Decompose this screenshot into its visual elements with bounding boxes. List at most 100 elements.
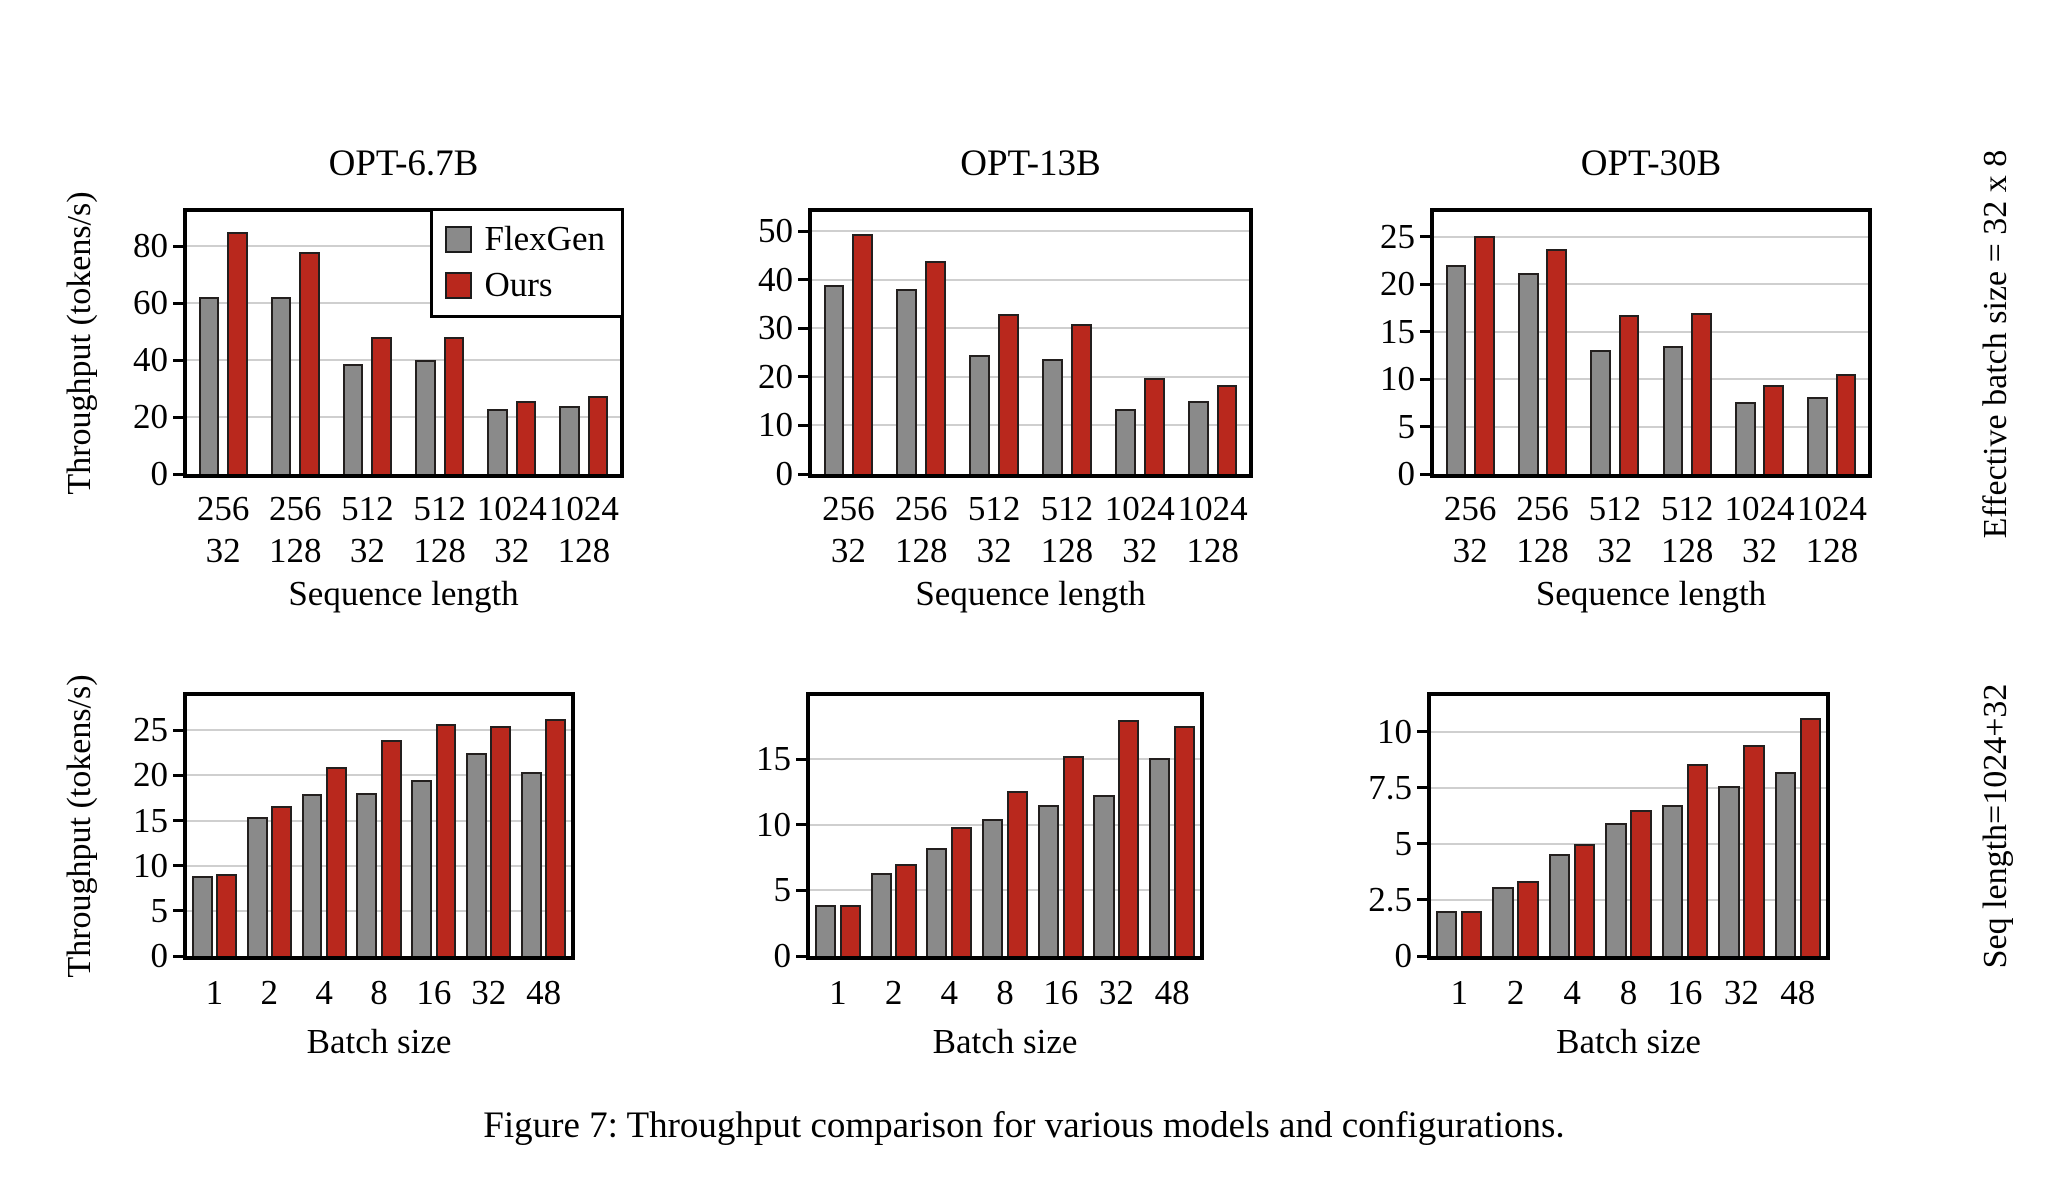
gridline	[1434, 235, 1868, 238]
x-tick-label-line2: 32	[1742, 531, 1777, 570]
x-tick-label-line1: 256	[1516, 489, 1569, 528]
x-tick-label: 8	[370, 973, 388, 1012]
x-tick-label: 1	[1450, 973, 1468, 1012]
y-tick-label: 10	[1380, 359, 1415, 399]
bar-flexgen	[1774, 772, 1796, 956]
bar-ours	[380, 740, 402, 956]
x-tick-label: 48	[1154, 973, 1190, 1012]
y-tick-label: 5	[773, 870, 792, 910]
row-label-effective-batch-size: Effective batch size = 32 x 8	[1977, 149, 2014, 539]
y-tick-mark	[798, 472, 808, 476]
y-tick-label: 0	[1397, 454, 1416, 493]
bar-ours	[443, 337, 465, 474]
bar-flexgen	[1590, 349, 1611, 474]
x-tick-label: 32	[1723, 973, 1759, 1012]
gridline	[1431, 898, 1826, 901]
bar-ours	[852, 233, 874, 474]
x-tick-label: 1	[205, 973, 224, 1012]
x-axis-label: Sequence length	[915, 574, 1146, 613]
gridline	[810, 823, 1200, 826]
bar-ours	[227, 231, 248, 474]
bar-ours	[1006, 790, 1028, 956]
bar-ours	[1474, 235, 1495, 474]
figure-caption: Figure 7: Throughput comparison for vari…	[483, 1105, 1565, 1146]
x-tick-label: 16	[416, 973, 452, 1012]
y-tick-mark	[173, 358, 183, 362]
y-tick-mark	[1420, 472, 1430, 476]
gridline	[187, 774, 571, 777]
plot-area	[183, 692, 575, 960]
y-tick-mark	[796, 954, 806, 958]
y-tick-label: 0	[1394, 936, 1413, 975]
x-tick-label-line1: 1024	[548, 489, 619, 528]
y-tick-mark	[1417, 786, 1427, 790]
y-tick-label: 0	[150, 936, 169, 975]
bar-flexgen	[1517, 272, 1539, 474]
legend-swatch-flexgen	[445, 225, 473, 253]
bar-flexgen	[870, 873, 892, 956]
bar-flexgen	[1548, 854, 1571, 956]
bar-flexgen	[814, 904, 837, 956]
bar-flexgen	[1718, 785, 1740, 956]
x-tick-label: 32	[471, 973, 507, 1012]
y-tick-mark	[1417, 730, 1427, 734]
y-tick-mark	[1420, 235, 1430, 239]
plot-area	[806, 692, 1204, 960]
x-tick-label-line2: 128	[269, 531, 322, 570]
bar-flexgen	[270, 297, 292, 474]
bar-flexgen	[191, 875, 213, 956]
bar-flexgen	[1734, 401, 1756, 474]
x-tick-label-line2: 32	[830, 531, 866, 570]
gridline	[187, 359, 620, 362]
bar-flexgen	[301, 794, 323, 956]
bar-flexgen	[1149, 757, 1171, 956]
gridline	[1434, 330, 1868, 333]
x-tick-label-line1: 512	[1660, 489, 1714, 528]
y-tick-mark	[173, 909, 183, 913]
x-tick-label-line1: 1024	[1177, 489, 1248, 528]
y-tick-mark	[798, 423, 808, 427]
x-tick-label: 16	[1667, 973, 1703, 1012]
x-tick-label: 4	[1563, 973, 1581, 1012]
x-tick-label-line1: 1024	[1796, 489, 1867, 528]
bar-flexgen	[520, 771, 542, 956]
x-tick-label-line1: 256	[1443, 489, 1497, 528]
bar-ours	[951, 827, 973, 956]
bar-flexgen	[1037, 805, 1059, 956]
x-tick-label: 16	[1043, 973, 1079, 1012]
y-tick-label: 50	[758, 211, 793, 251]
bar-flexgen	[466, 752, 487, 956]
y-tick-label: 20	[758, 356, 793, 396]
bar-ours	[1143, 377, 1165, 474]
bar-ours	[1630, 810, 1652, 956]
x-tick-label-line1: 256	[269, 489, 322, 528]
bar-flexgen	[1187, 401, 1209, 474]
y-tick-mark	[798, 278, 808, 282]
bar-flexgen	[823, 284, 845, 474]
y-tick-label: 0	[773, 936, 792, 975]
x-tick-label-line2: 32	[205, 531, 241, 570]
bar-ours	[1618, 314, 1640, 474]
gridline	[1434, 378, 1868, 381]
x-tick-label-line2: 128	[1186, 531, 1239, 570]
x-axis-label: Sequence length	[1535, 574, 1767, 613]
bar-flexgen	[969, 355, 991, 474]
y-tick-label: 20	[133, 397, 168, 437]
bar-ours	[325, 767, 347, 956]
bar-flexgen	[342, 364, 364, 474]
gridline	[187, 245, 620, 248]
x-tick-label: 2	[260, 973, 279, 1012]
y-tick-mark	[1420, 282, 1430, 286]
y-tick-mark	[173, 244, 183, 248]
y-tick-mark	[798, 229, 808, 233]
gridline	[812, 327, 1249, 330]
x-tick-label: 4	[315, 973, 333, 1012]
gridline	[812, 424, 1249, 427]
y-tick-mark	[798, 326, 808, 330]
gridline	[812, 278, 1249, 281]
bar-ours	[1118, 719, 1140, 956]
x-tick-label-line2: 32	[1122, 531, 1158, 570]
bar-ours	[1573, 843, 1596, 956]
x-tick-label-line1: 512	[1588, 489, 1642, 528]
